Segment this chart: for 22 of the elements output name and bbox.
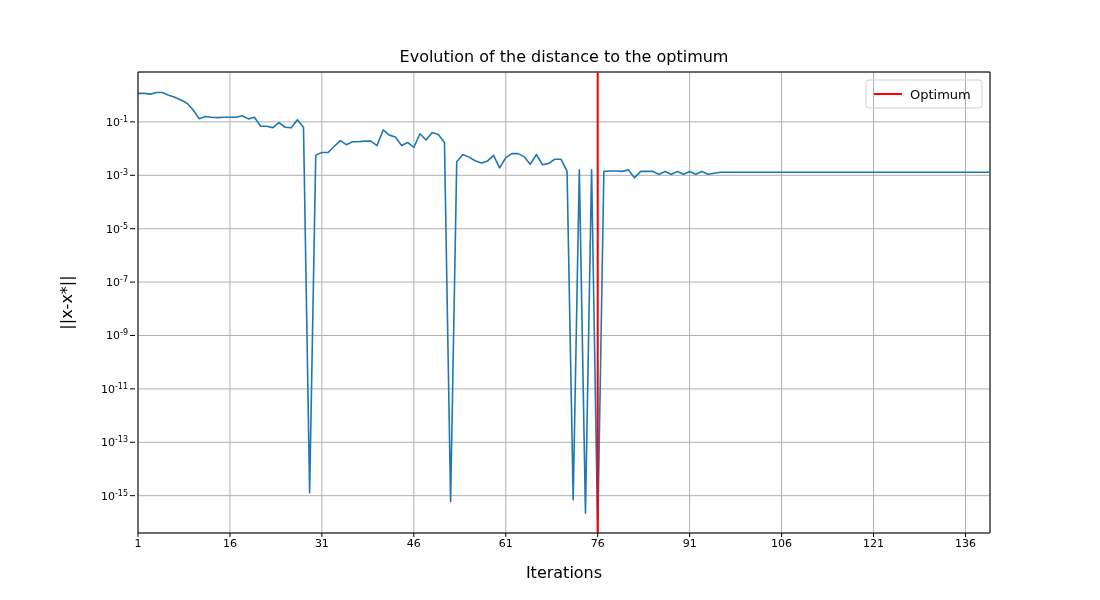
x-tick-label: 31 xyxy=(314,536,329,550)
y-tick-label: 10$^{-5}$ xyxy=(106,221,128,236)
x-tick-label: 91 xyxy=(682,536,697,550)
x-tick-label: 136 xyxy=(954,536,976,550)
y-tick-label: 10$^{-7}$ xyxy=(106,274,128,290)
x-tick-label: 46 xyxy=(406,536,421,550)
x-tick-label: 76 xyxy=(590,536,605,550)
y-axis-title: ||x-x*|| xyxy=(56,275,76,330)
x-tick-label: 16 xyxy=(222,536,237,550)
y-tick-label: 10$^{-9}$ xyxy=(106,327,128,343)
y-tick-label: 10$^{-15}$ xyxy=(100,488,128,503)
y-tick-label: 10$^{-11}$ xyxy=(100,381,128,396)
y-tick-label: 10$^{-13}$ xyxy=(100,434,128,450)
x-tick-label: 1 xyxy=(134,536,142,550)
legend-label: Optimum xyxy=(910,86,971,102)
x-tick-label: 121 xyxy=(863,536,885,550)
y-tick-label: 10$^{-3}$ xyxy=(106,167,128,183)
chart-title: Evolution of the distance to the optimum xyxy=(398,47,730,66)
x-axis-title: Iterations xyxy=(525,563,603,582)
x-tick-label: 61 xyxy=(498,536,513,550)
x-tick-label: 106 xyxy=(771,536,793,550)
y-tick-label: 10$^{-1}$ xyxy=(106,114,128,129)
